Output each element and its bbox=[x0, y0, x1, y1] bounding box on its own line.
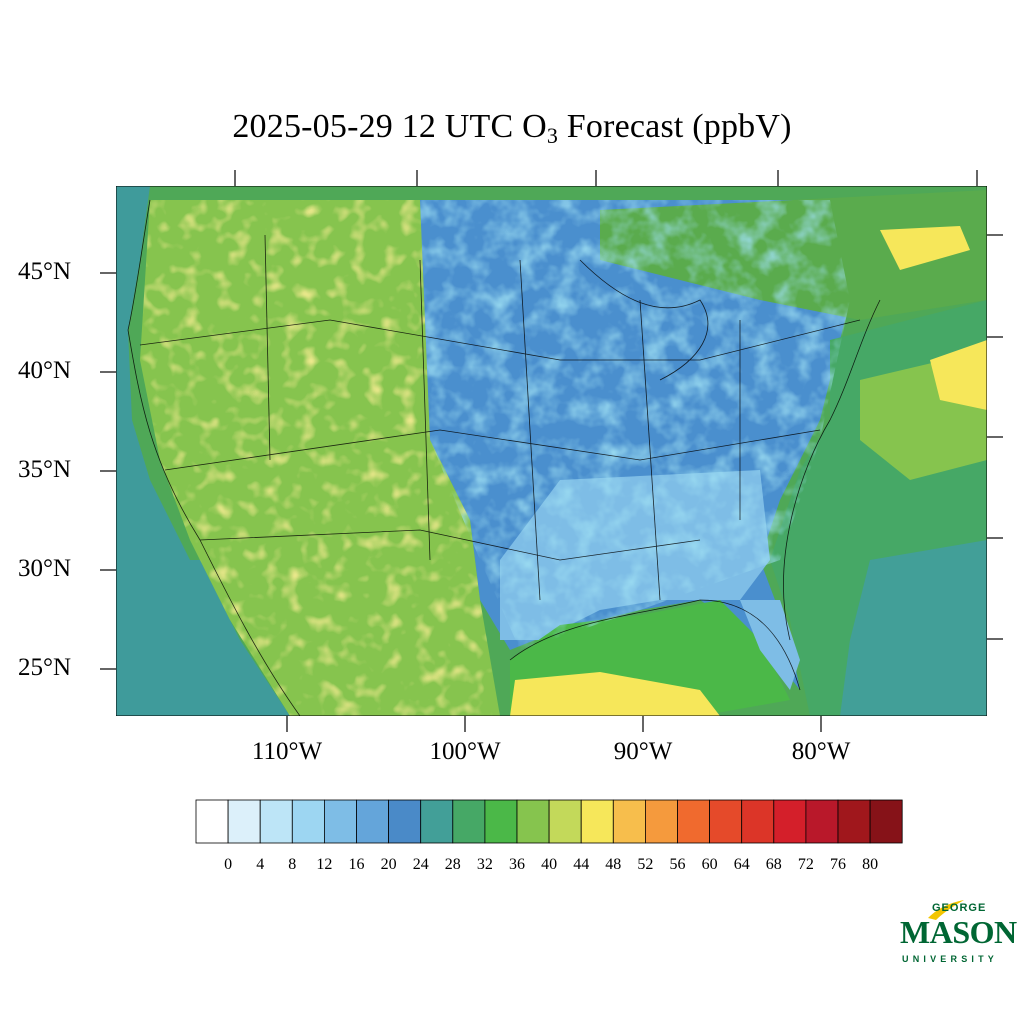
atlantic-teal bbox=[840, 540, 987, 716]
colorbar-box bbox=[805, 799, 839, 844]
central-texture bbox=[420, 200, 850, 650]
colorbar-tick-label: 28 bbox=[444, 856, 461, 873]
colorbar-tick-label: 80 bbox=[862, 856, 879, 873]
colorbar-tick-label: 48 bbox=[605, 856, 622, 873]
ozone-map bbox=[116, 186, 987, 716]
lon-label-100w: 100°W bbox=[429, 738, 501, 765]
colorbar-box bbox=[548, 799, 582, 844]
colorbar-box bbox=[484, 799, 518, 844]
boundary-lines bbox=[127, 199, 881, 716]
colorbar-box bbox=[388, 799, 422, 844]
lon-label-90w: 90°W bbox=[613, 738, 673, 765]
colorbar-tick-label: 8 bbox=[288, 856, 297, 873]
colorbar-tick-label: 68 bbox=[765, 856, 782, 873]
chart-title: 2025-05-29 12 UTC O3 Forecast (ppbV) bbox=[0, 108, 1024, 148]
gmu-logo: GEORGE MASON UNIVERSITY bbox=[896, 900, 1017, 972]
colorbar-tick-label: 76 bbox=[830, 856, 846, 873]
pacific-ocean bbox=[116, 186, 190, 560]
colorbar-tick-label: 12 bbox=[316, 856, 333, 873]
colorbar-box bbox=[837, 799, 871, 844]
colorbar-box bbox=[420, 799, 454, 844]
colorbar-tick-label: 4 bbox=[256, 856, 265, 873]
colorbar-tick-label: 24 bbox=[412, 856, 429, 873]
colorbar-box bbox=[259, 799, 293, 844]
colorbar-box bbox=[709, 799, 743, 844]
gulf-high-band bbox=[510, 672, 720, 716]
lat-label-35: 35°N bbox=[18, 456, 72, 483]
colorbar-tick-label: 44 bbox=[573, 856, 590, 873]
lat-label-40: 40°N bbox=[18, 357, 72, 384]
colorbar bbox=[195, 799, 903, 844]
colorbar-box bbox=[516, 799, 550, 844]
colorbar-box bbox=[612, 799, 646, 844]
lon-label-80w: 80°W bbox=[791, 738, 851, 765]
colorbar-box bbox=[452, 799, 486, 844]
colorbar-box bbox=[741, 799, 775, 844]
lat-label-30: 30°N bbox=[18, 555, 72, 582]
map-ticks bbox=[100, 170, 1003, 732]
colorbar-tick-label: 40 bbox=[541, 856, 558, 873]
colorbar-box bbox=[195, 799, 229, 844]
colorbar-tick-label: 52 bbox=[637, 856, 654, 873]
northeast-high bbox=[880, 226, 970, 270]
west-texture bbox=[140, 200, 500, 716]
atlantic-high-band bbox=[930, 340, 987, 410]
logo-swoosh-icon bbox=[928, 900, 964, 920]
colorbar-tick-label: 0 bbox=[224, 856, 233, 873]
title-subscript: 3 bbox=[546, 123, 559, 148]
colorbar-box bbox=[677, 799, 710, 844]
logo-line3: UNIVERSITY bbox=[902, 954, 999, 964]
title-suffix: Forecast (ppbV) bbox=[558, 108, 792, 145]
florida-low bbox=[740, 600, 800, 690]
title-prefix: 2025-05-29 12 UTC O bbox=[232, 108, 547, 145]
colorbar-box bbox=[323, 799, 357, 844]
logo-line1: GEORGE bbox=[932, 902, 987, 914]
lat-label-25: 25°N bbox=[18, 654, 72, 681]
lat-label-45: 45°N bbox=[18, 258, 72, 285]
pacific-ocean-south bbox=[116, 560, 290, 716]
colorbar-box bbox=[869, 799, 903, 844]
colorbar-box bbox=[645, 799, 678, 844]
colorbar-tick-label: 60 bbox=[701, 856, 718, 873]
colorbar-tick-label: 36 bbox=[509, 856, 525, 873]
colorbar-tick-label: 72 bbox=[797, 856, 814, 873]
colorbar-tick-label: 16 bbox=[348, 856, 365, 873]
colorbar-tick-label: 56 bbox=[669, 856, 686, 873]
colorbar-tick-label: 32 bbox=[476, 856, 493, 873]
colorbar-box bbox=[773, 799, 807, 844]
colorbar-tick-label: 20 bbox=[380, 856, 397, 873]
colorbar-box bbox=[291, 799, 325, 844]
lon-label-110w: 110°W bbox=[251, 738, 323, 765]
colorbar-box bbox=[580, 799, 614, 844]
colorbar-box bbox=[227, 799, 261, 844]
logo-line2: MASON bbox=[900, 914, 1017, 950]
colorbar-tick-label: 64 bbox=[733, 856, 750, 873]
colorbar-box bbox=[356, 799, 389, 844]
